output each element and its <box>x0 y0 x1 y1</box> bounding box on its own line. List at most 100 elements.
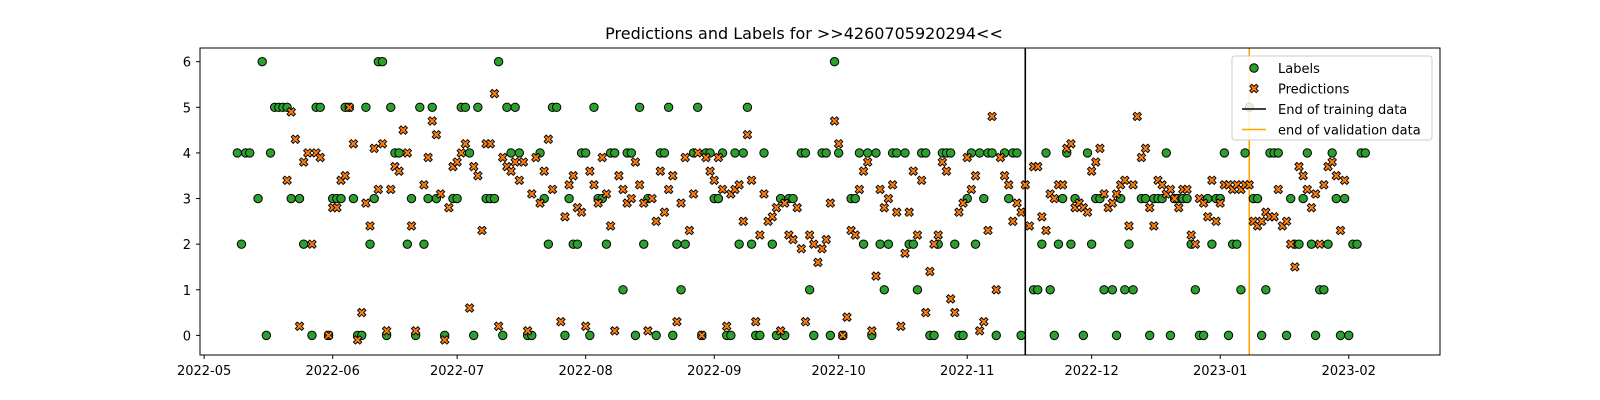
legend: Labels Predictions End of training data end… <box>1231 55 1433 141</box>
prediction-point <box>962 152 973 163</box>
label-point <box>1335 330 1346 341</box>
prediction-point <box>651 216 662 227</box>
label-point <box>419 239 429 249</box>
prediction-point <box>489 88 500 99</box>
prediction-point <box>1140 143 1151 154</box>
label-point <box>551 102 562 113</box>
prediction-point <box>638 198 649 208</box>
prediction-point <box>825 198 836 208</box>
legend-labels-marker <box>1249 63 1259 73</box>
prediction-point <box>385 184 396 195</box>
y-tick-label: 3 <box>183 193 191 208</box>
label-point <box>1281 330 1292 341</box>
prediction-point <box>614 170 624 181</box>
prediction-point <box>883 193 894 204</box>
label-point <box>1161 148 1171 158</box>
label-point <box>1240 148 1250 158</box>
prediction-point <box>531 152 541 163</box>
prediction-point <box>1173 202 1184 213</box>
prediction-point <box>452 157 462 167</box>
label-point <box>825 330 836 341</box>
label-point <box>415 102 425 113</box>
prediction-point <box>867 325 877 336</box>
label-point <box>498 330 508 341</box>
prediction-point <box>792 202 803 213</box>
prediction-point <box>1144 202 1155 213</box>
prediction-point <box>1032 161 1043 172</box>
label-point <box>1016 330 1026 341</box>
label-point <box>286 193 296 204</box>
label-point <box>1033 285 1043 295</box>
prediction-point <box>398 125 409 135</box>
y-tick-label: 4 <box>183 147 191 162</box>
prediction-point <box>908 166 919 177</box>
label-point <box>892 148 902 158</box>
prediction-point <box>900 248 910 259</box>
prediction-point <box>1273 184 1284 195</box>
label-point <box>469 330 479 341</box>
prediction-point <box>315 152 326 163</box>
label-point <box>261 330 272 341</box>
label-point <box>1344 330 1354 341</box>
prediction-point <box>601 189 612 199</box>
label-point <box>1256 330 1267 341</box>
label-point <box>348 193 359 204</box>
label-point <box>1219 148 1230 158</box>
prediction-point <box>435 189 446 199</box>
prediction-point <box>667 170 678 181</box>
prediction-point <box>1294 161 1304 172</box>
prediction-point <box>439 335 450 345</box>
prediction-point <box>535 198 545 208</box>
prediction-point <box>978 316 989 327</box>
prediction-point <box>858 166 869 177</box>
label-point <box>618 285 628 295</box>
label-point <box>307 330 317 341</box>
prediction-point <box>340 170 350 181</box>
prediction-point <box>655 166 666 177</box>
prediction-point <box>286 107 297 117</box>
prediction-point <box>949 307 960 318</box>
label-point <box>900 148 910 158</box>
prediction-point <box>1082 207 1093 218</box>
prediction-point <box>564 180 574 190</box>
label-point <box>489 193 500 204</box>
prediction-point <box>879 202 890 213</box>
prediction-point <box>829 116 840 126</box>
prediction-point <box>1202 211 1213 222</box>
label-point <box>738 148 748 158</box>
x-tick-label: 2022-06 <box>306 364 360 379</box>
prediction-point <box>672 316 682 327</box>
prediction-point <box>842 312 852 322</box>
prediction-point <box>833 138 844 149</box>
prediction-point <box>941 166 952 177</box>
prediction-point <box>891 207 902 218</box>
prediction-point <box>526 189 537 199</box>
prediction-point <box>804 230 815 240</box>
label-point <box>1107 285 1118 295</box>
prediction-point <box>518 157 529 167</box>
prediction-point <box>1057 180 1068 190</box>
label-point <box>1066 239 1076 249</box>
label-point <box>1198 330 1209 341</box>
label-point <box>759 148 769 158</box>
prediction-point <box>933 230 944 240</box>
prediction-point <box>1331 170 1342 181</box>
label-point <box>493 56 504 67</box>
prediction-point <box>1012 198 1022 208</box>
y-tick-label: 1 <box>183 284 191 299</box>
label-point <box>1327 148 1337 158</box>
label-point <box>1099 285 1109 295</box>
label-point <box>1053 239 1064 249</box>
prediction-point <box>916 175 927 186</box>
prediction-point <box>721 321 732 332</box>
label-point <box>1310 330 1321 341</box>
label-point <box>1003 193 1014 204</box>
prediction-point <box>1086 166 1097 177</box>
label-point <box>514 148 525 158</box>
label-point <box>265 148 276 158</box>
label-point <box>829 56 840 67</box>
label-point <box>804 285 815 295</box>
prediction-point <box>862 157 873 167</box>
